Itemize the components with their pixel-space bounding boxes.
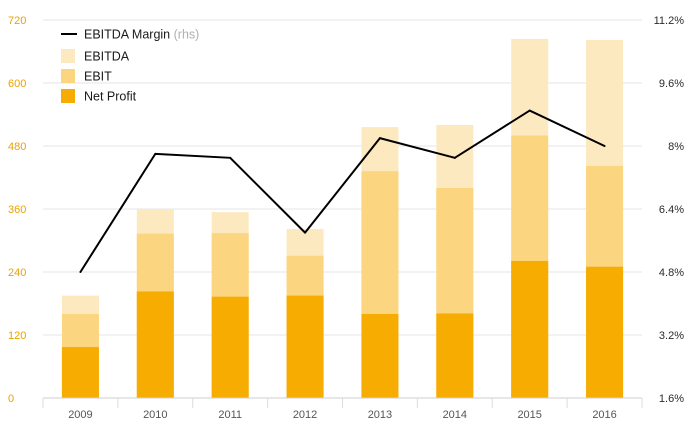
x-tick-label: 2011: [218, 409, 242, 421]
x-tick-label: 2012: [293, 409, 317, 421]
ebitda-margin-point: [154, 152, 157, 155]
ebitda-margin-point: [528, 109, 531, 112]
bar-net-profit: [361, 314, 399, 398]
legend-label-net-profit: Net Profit: [84, 90, 137, 104]
bar-net-profit: [61, 347, 99, 398]
y-left-tick-label: 120: [8, 330, 26, 342]
bar-net-profit: [286, 295, 324, 398]
bar-net-profit: [211, 296, 249, 398]
legend-label-ebitda-margin: EBITDA Margin (rhs): [84, 28, 199, 42]
gridlines: [43, 19, 642, 336]
legend-label-ebit: EBIT: [84, 70, 112, 84]
y-right-tick-label: 1.6%: [659, 393, 684, 405]
x-tick-label: 2010: [143, 409, 167, 421]
ebitda-margin-point: [304, 231, 307, 234]
y-left-tick-label: 480: [8, 141, 26, 153]
ebitda-margin-point: [453, 156, 456, 159]
x-tick-label: 2013: [368, 409, 392, 421]
x-tick-label: 2014: [443, 409, 467, 421]
ebitda-margin-point: [603, 145, 606, 147]
x-tick-label: 2016: [592, 409, 616, 421]
y-left-tick-label: 240: [8, 267, 26, 279]
legend-label-ebitda: EBITDA: [84, 50, 130, 64]
bar-net-profit: [436, 313, 474, 398]
ebitda-margin-point: [229, 156, 232, 159]
bar-net-profit: [586, 266, 624, 398]
ebitda-margin-point: [79, 271, 82, 273]
legend-swatch-ebitda: [61, 49, 75, 63]
legend-swatch-ebit: [61, 69, 75, 83]
y-right-tick-label: 9.6%: [659, 78, 684, 90]
y-left-tick-label: 600: [8, 78, 26, 90]
x-tick-label: 2009: [68, 409, 92, 421]
bar-net-profit: [136, 291, 174, 398]
legend: EBITDA Margin (rhs) EBITDA EBIT Net Prof…: [61, 28, 199, 104]
bars: [61, 38, 624, 399]
y-right-tick-label: 6.4%: [659, 204, 684, 216]
y-right-tick-label: 8%: [668, 141, 684, 153]
ebitda-margin-line: [79, 109, 605, 273]
bar-net-profit: [511, 260, 549, 398]
y-right-tick-label: 3.2%: [659, 330, 684, 342]
y-left-tick-label: 360: [8, 204, 26, 216]
x-tick-label: 2015: [517, 409, 541, 421]
y-left-tick-label: 0: [8, 393, 14, 405]
margin-line-group: [79, 109, 606, 273]
ebitda-margin-point: [378, 137, 381, 140]
y-right-tick-label: 4.8%: [659, 267, 684, 279]
legend-swatch-net-profit: [61, 89, 75, 103]
y-left-tick-label: 720: [8, 15, 26, 27]
y-right-tick-label: 11.2%: [654, 15, 685, 27]
axes: 0 1.6% 120 3.2% 240 4.8% 360 6.4% 480 8% 600 9.6% 72…: [8, 15, 684, 421]
